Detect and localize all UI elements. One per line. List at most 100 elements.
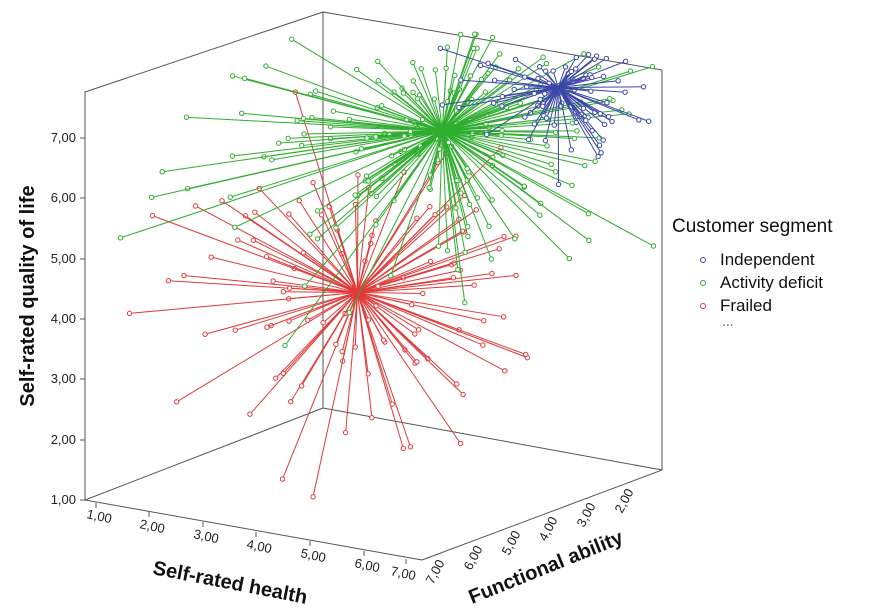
svg-text:5,00: 5,00 [51, 251, 76, 266]
data-point [149, 212, 156, 219]
data-point [389, 401, 395, 407]
svg-text:1,00: 1,00 [85, 506, 113, 526]
data-point [515, 66, 522, 72]
spike-line [183, 275, 358, 293]
spike-line [176, 292, 358, 403]
data-point [414, 215, 420, 221]
spike-line [558, 77, 592, 88]
spike-line [557, 58, 607, 88]
spike-line [441, 79, 482, 132]
data-point [481, 318, 487, 324]
spike-line [237, 239, 358, 293]
spike-line [441, 99, 473, 132]
spike-line [244, 77, 443, 132]
data-point [305, 317, 311, 323]
data-point [301, 131, 307, 137]
y-tick: 6,00 [51, 190, 85, 205]
spike-line [442, 53, 585, 132]
data-point [414, 359, 420, 365]
y-tick: 4,00 [51, 311, 85, 326]
spike-line [304, 130, 443, 287]
spike-line [357, 292, 464, 395]
spike-line [357, 292, 393, 405]
data-point [470, 45, 477, 52]
spike-line [301, 292, 358, 387]
data-point [603, 55, 610, 62]
spike-line [357, 277, 454, 293]
spike-line [545, 70, 559, 88]
data-point [491, 77, 498, 83]
spike-line [254, 211, 358, 293]
data-point [270, 278, 276, 284]
spike-line [258, 188, 358, 293]
spike-line [441, 75, 456, 132]
data-point [474, 195, 481, 201]
data-point [521, 183, 528, 189]
z-tick: 2,00 [611, 486, 636, 515]
spike-line [357, 291, 504, 318]
data-point [365, 317, 372, 323]
data-point [333, 341, 339, 348]
data-point [489, 34, 496, 41]
data-point [497, 51, 503, 57]
data-point [499, 127, 505, 134]
data-point [263, 63, 269, 69]
spike-line [557, 57, 577, 88]
spike-line [558, 80, 619, 88]
data-point [410, 89, 416, 96]
data-point [609, 118, 615, 125]
data-point [355, 172, 361, 178]
spike-line [357, 235, 517, 293]
spike-line [442, 130, 654, 247]
data-point [432, 211, 438, 218]
x-tick: 4,00 [245, 532, 273, 556]
spike-line [271, 130, 443, 161]
spike-line [441, 75, 471, 132]
data-point [314, 208, 321, 214]
data-point [486, 223, 492, 229]
svg-text:4,00: 4,00 [51, 311, 76, 326]
data-point [288, 398, 294, 405]
data-point [299, 142, 305, 149]
z-tick: 3,00 [573, 500, 598, 529]
spike-line [377, 80, 443, 132]
spike-line [533, 87, 559, 125]
spike-line [441, 66, 497, 132]
z-tick: 6,00 [460, 543, 485, 572]
legend-item: Frailed [672, 294, 833, 317]
spike-line [502, 86, 559, 97]
data-point [496, 246, 502, 252]
spike-line [357, 292, 419, 331]
data-point [489, 197, 495, 203]
spike-line [557, 87, 584, 109]
svg-text:6,00: 6,00 [460, 543, 485, 572]
data-point [585, 51, 592, 58]
data-point [165, 278, 172, 284]
spike-line [390, 130, 443, 276]
data-point [542, 91, 548, 97]
data-point [229, 73, 236, 79]
data-point [409, 301, 415, 308]
data-point [597, 110, 603, 117]
x-tick: 2,00 [138, 512, 166, 536]
spike-line [357, 291, 412, 306]
data-point [388, 272, 394, 279]
spike-line [442, 109, 622, 132]
x-tick: 7,00 [389, 559, 417, 583]
data-point [511, 86, 517, 93]
data-point [550, 68, 556, 74]
data-point [282, 342, 288, 349]
data-point [369, 414, 375, 421]
data-point [407, 444, 414, 450]
spike-line [441, 130, 590, 241]
data-point [318, 212, 325, 218]
data-point [279, 476, 286, 482]
svg-text:5,00: 5,00 [299, 545, 327, 565]
spike-line [129, 291, 358, 314]
spike-line [375, 130, 443, 138]
y-tick: 2,00 [51, 432, 85, 447]
spike-line [546, 87, 559, 119]
spike-line [441, 130, 570, 259]
data-point [531, 121, 538, 127]
data-point [537, 212, 543, 218]
